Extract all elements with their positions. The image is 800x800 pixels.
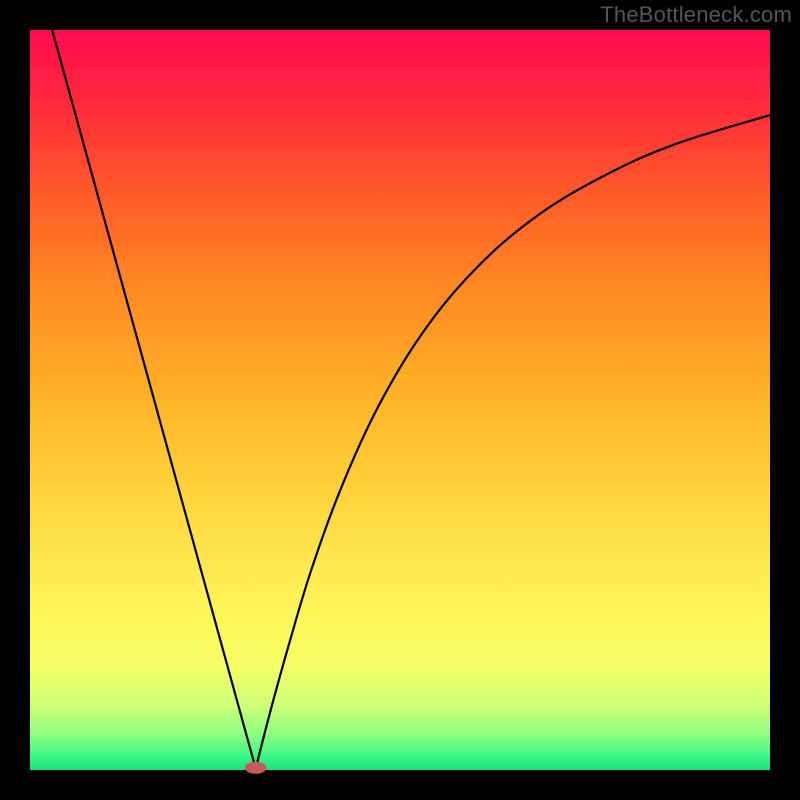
chart-svg xyxy=(0,0,800,800)
watermark-text: TheBottleneck.com xyxy=(600,2,792,28)
chart-canvas: TheBottleneck.com xyxy=(0,0,800,800)
gradient-plot-area xyxy=(30,30,770,770)
apex-marker xyxy=(245,762,267,774)
